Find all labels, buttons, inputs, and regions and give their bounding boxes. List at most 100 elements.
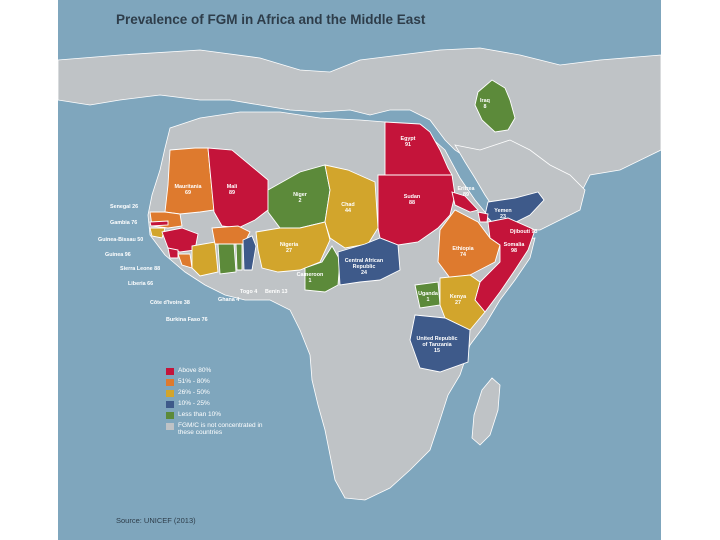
country-label-djibouti: Djibouti 93 (510, 229, 538, 235)
legend-swatch (166, 390, 174, 397)
country-name: Chad (341, 202, 354, 208)
legend-swatch (166, 401, 174, 408)
country-value: 89 (229, 190, 235, 196)
country-value: 15 (434, 348, 440, 354)
country-name: Republic (353, 264, 376, 270)
country-name: Somalia (504, 242, 526, 248)
country-label-ghana: Ghana 4 (218, 297, 239, 303)
country-shape-nigeria (255, 221, 331, 273)
country-name-value: Gambia 76 (110, 220, 137, 226)
country-name-value: Senegal 26 (110, 204, 138, 210)
country-label-liberia: Liberia 66 (128, 281, 153, 287)
madagascar-land (471, 377, 501, 446)
country-value: 23 (500, 214, 506, 220)
country-shape-kenya (439, 274, 486, 331)
legend-swatch (166, 423, 174, 430)
legend-label: 26% - 50% (178, 389, 210, 396)
country-shape-togo (235, 243, 243, 271)
country-name: Iraq (480, 98, 490, 104)
arabia-land (454, 139, 586, 231)
country-value: 44 (345, 208, 351, 214)
country-name-value: Guinea-Bissau 50 (98, 237, 143, 243)
country-value: 74 (460, 252, 466, 258)
country-name: Ethiopia (452, 246, 474, 252)
country-name: Mali (227, 184, 238, 190)
country-label-togo: Togo 4 (240, 289, 257, 295)
country-value: 1 (427, 297, 430, 303)
country-name: Eritrea (457, 186, 475, 192)
country-value: 8 (484, 104, 487, 110)
country-name-value: Sierra Leone 88 (120, 266, 160, 272)
legend-swatch (166, 368, 174, 375)
legend-label: 10% - 25% (178, 400, 210, 407)
country-shape-ghana (217, 243, 237, 275)
country-shape-gambia (149, 220, 169, 227)
country-name: Yemen (494, 208, 511, 214)
country-shape-sierra-leone (167, 247, 179, 259)
country-name: Egypt (401, 136, 416, 142)
country-name: Central African (345, 258, 383, 264)
legend-swatch (166, 412, 174, 419)
country-value: 27 (455, 300, 461, 306)
legend-label: FGM/C is not concentrated in these count… (178, 422, 263, 436)
country-value: 98 (511, 248, 517, 254)
country-shape-tanzania (409, 314, 471, 373)
legend-item: 10% - 25% (166, 400, 268, 408)
country-value: 2 (299, 198, 302, 204)
legend-label: Less than 10% (178, 411, 222, 418)
country-label-gambia: Gambia 76 (110, 220, 137, 226)
country-shape-central-african-republic (337, 237, 401, 286)
country-label-benin: Benin 13 (265, 289, 287, 295)
legend-item: 51% - 80% (166, 378, 268, 386)
country-shape-ethiopia (437, 209, 501, 279)
country-name-value: Liberia 66 (128, 281, 153, 287)
country-label-sierra-leone: Sierra Leone 88 (120, 266, 160, 272)
country-shape-mauritania (164, 147, 215, 215)
country-value: 88 (409, 200, 415, 206)
country-name-value: Côte d'Ivoire 38 (150, 300, 190, 306)
legend-label: 51% - 80% (178, 378, 210, 385)
legend-item: FGM/C is not concentrated in these count… (166, 422, 268, 436)
country-name: Kenya (450, 294, 467, 300)
country-name: Sudan (404, 194, 420, 200)
source-note: Source: UNICEF (2013) (116, 516, 196, 525)
country-name: Mauritania (175, 184, 203, 190)
country-shape-eritrea (451, 191, 479, 213)
country-name: Uganda (418, 291, 439, 297)
country-name-value: Ghana 4 (218, 297, 239, 303)
country-name: Cameroon (297, 272, 324, 278)
country-name-value: Djibouti 93 (510, 229, 538, 235)
country-label-guinea: Guinea 96 (105, 252, 131, 258)
country-value: 1 (309, 278, 312, 284)
country-label-burkina-faso: Burkina Faso 76 (166, 317, 208, 323)
legend-swatch (166, 379, 174, 386)
country-value: 27 (286, 248, 292, 254)
legend-item: 26% - 50% (166, 389, 268, 397)
country-shape-iraq (474, 79, 516, 133)
country-label-guinea-bissau: Guinea-Bissau 50 (98, 237, 143, 243)
country-name-value: Guinea 96 (105, 252, 131, 258)
country-name-value: Togo 4 (240, 289, 257, 295)
map-panel: Iraq 8 Egypt 91 Mauritania 69 Mali 89 Niger 2 Chad… (58, 0, 661, 540)
legend: Above 80% 51% - 80% 26% - 50% 10% - 25% Less… (166, 367, 268, 439)
country-value: 89 (463, 192, 469, 198)
country-name: of Tanzania (422, 342, 452, 348)
country-shape-djibouti (477, 211, 489, 223)
country-label-senegal: Senegal 26 (110, 204, 138, 210)
